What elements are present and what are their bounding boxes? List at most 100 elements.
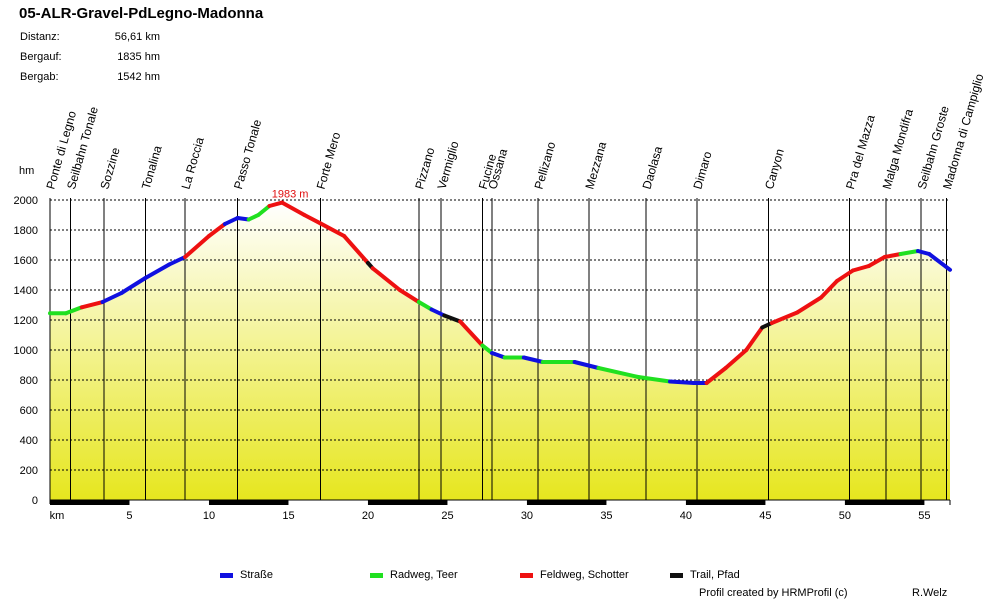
profile-segment [521,355,545,364]
profile-segment [490,351,507,360]
y-tick-label: 600 [20,405,38,417]
profile-segment [416,300,434,312]
waypoint-label: Pizzano [412,146,437,191]
legend-label-radweg: Radweg, Teer [390,569,458,581]
profile-segment [222,216,240,226]
y-tick-label: 1200 [14,315,38,327]
profile-segment [866,255,887,268]
profile-segment [370,266,402,292]
descent-label: Bergab: [20,71,59,83]
legend-swatch-radweg [370,572,383,578]
profile-segment [119,276,148,295]
profile-segment [668,379,696,385]
x-tick-label: 50 [839,510,851,522]
waypoint-label: Madonna di Campiglio [940,72,986,191]
y-tick-label: 0 [32,495,38,507]
distance-value: 56,61 km [114,31,160,43]
x-axis-label: km [50,510,65,522]
profile-segment [572,360,601,370]
waypoint-label: Mezzana [582,140,609,191]
profile-segment [207,222,227,238]
x-tick-label: 10 [203,510,215,522]
y-tick-label: 1800 [14,225,38,237]
waypoint-label: Canyon [762,147,787,191]
x-tick-label: 5 [126,510,132,522]
distance-label: Distanz: [20,31,60,43]
y-tick-label: 400 [20,435,38,447]
scale-bar-segment [844,500,925,505]
legend-item-radweg: Radweg, Teer [370,569,458,581]
waypoint-label: Pellizano [532,140,559,191]
elevation-profile-chart: 0 200 400 600 800 1000 1200 1400 1600 1800 2000 hm k… [14,72,987,522]
descent-value: 1542 hm [117,71,160,83]
profile-segment [882,252,903,259]
waypoint-label: Vermiglio [435,139,462,191]
profile-segment [342,234,370,265]
scale-bar-segment [367,500,448,505]
x-tick-label: 25 [441,510,453,522]
profile-segment [442,313,463,324]
x-tick-label: 35 [600,510,612,522]
scale-bar-segment [526,500,607,505]
waypoint-label: Dimaro [690,149,714,190]
profile-segment [397,288,421,304]
legend-swatch-trail [670,572,683,578]
legend-label-strasse: Straße [240,569,274,581]
profile-segment [143,262,172,280]
profile-segment [167,255,188,267]
profile-segment [819,279,839,300]
profile-segment [280,200,307,217]
profile-segment [267,200,285,208]
profile-segment [480,343,494,355]
profile-segment [835,268,855,283]
legend-item-feldweg: Feldweg, Schotter [520,569,629,581]
profile-segment [458,319,485,348]
ascent-label: Bergauf: [20,51,62,63]
profile-title: 05-ALR-Gravel-PdLegno-Madonna [19,5,264,22]
waypoint-label: Forte Mero [314,130,344,191]
profile-segment [256,204,272,217]
profile-segment [704,366,728,385]
profile-segment [302,213,323,226]
waypoint-label: Passo Tonale [231,118,264,191]
profile-segment [100,291,124,304]
y-tick-label: 1400 [14,285,38,297]
x-tick-label: 45 [759,510,771,522]
y-tick-label: 1600 [14,255,38,267]
y-tick-label: 2000 [14,195,38,207]
waypoint-label: Malga Mondifra [880,107,916,191]
profile-segment [63,305,84,316]
profile-segment [79,300,105,310]
y-tick-label: 800 [20,375,38,387]
x-tick-label: 55 [918,510,930,522]
profile-segment [898,249,920,256]
legend-label-trail: Trail, Pfad [690,569,740,581]
profile-area [50,202,950,500]
max-elevation-label: 1983 m [272,189,309,201]
x-tick-label: 40 [680,510,692,522]
profile-segment [769,310,800,325]
x-tick-label: 30 [521,510,533,522]
waypoint-label: Pra del Mazza [843,113,878,191]
credit-text: Profil created by HRMProfil (c) [699,587,848,599]
scale-bar-segment [685,500,766,505]
y-axis-label: hm [19,165,34,177]
legend-swatch-feldweg [520,572,533,578]
x-tick-label: 20 [362,510,374,522]
profile-segment [723,348,749,370]
profile-segment [927,252,952,272]
ascent-value: 1835 hm [117,51,160,63]
scale-bar-segment [50,500,130,505]
profile-segment [850,264,871,273]
legend-item-trail: Trail, Pfad [670,569,740,581]
legend-swatch-strasse [220,572,233,578]
y-tick-label: 200 [20,465,38,477]
profile-segment [744,325,765,352]
author-text: R.Welz [912,587,948,599]
legend-item-strasse: Straße [220,569,273,581]
waypoint-label: Sozzine [97,146,122,191]
legend-label-feldweg: Feldweg, Schotter [540,569,629,581]
profile-segment [183,234,211,259]
x-tick-label: 15 [282,510,294,522]
waypoint-label: Tonalina [139,144,165,191]
